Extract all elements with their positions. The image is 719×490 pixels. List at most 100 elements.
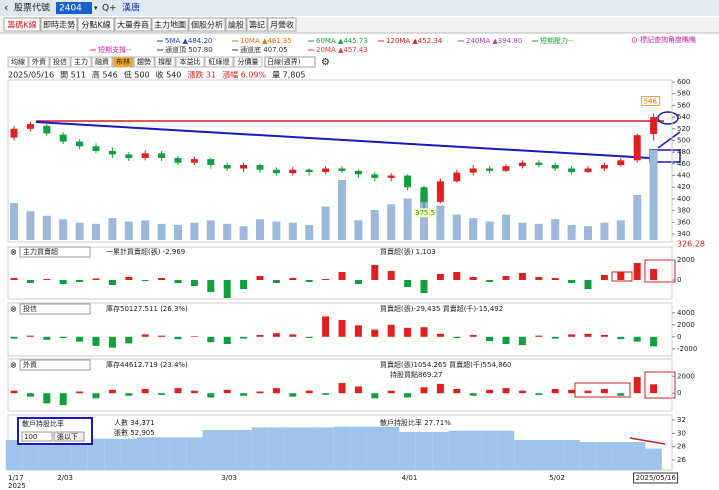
flow-bar	[10, 278, 18, 280]
candle-body	[76, 141, 84, 147]
x-tick-label: 4/01	[402, 474, 418, 482]
volume-bar	[321, 206, 330, 240]
flow-bar	[486, 389, 494, 394]
flow-bar	[371, 393, 379, 399]
candle-body	[190, 159, 198, 163]
tool-button[interactable]	[91, 56, 113, 68]
panel-title-box[interactable]	[19, 246, 91, 258]
tool-button[interactable]	[133, 56, 155, 68]
legend-label: 240MA ▲394.80	[466, 37, 522, 45]
volume-bar	[124, 221, 133, 240]
tool-label: 均線	[11, 57, 25, 66]
dropdown-icon[interactable]: ▾	[94, 4, 98, 12]
tool-button[interactable]	[112, 56, 134, 68]
y-tick-label: 0	[677, 333, 681, 341]
volume-bar	[584, 226, 592, 240]
flow-bar	[404, 280, 412, 287]
flow-bar	[158, 393, 166, 395]
tool-button[interactable]	[154, 56, 176, 68]
panel-title: 散戶持股比率	[22, 419, 64, 428]
ratio-area	[366, 426, 383, 470]
flow-bar	[633, 377, 641, 394]
panel-icon[interactable]: ⊗	[10, 361, 17, 370]
info-item: 低 500	[124, 70, 150, 80]
flow-bar	[43, 279, 51, 280]
flow-bar	[125, 336, 133, 344]
flow-bar	[600, 275, 608, 280]
tab[interactable]	[3, 17, 41, 32]
tool-label: 本益比	[180, 57, 201, 66]
flow-bar	[92, 278, 100, 280]
flow-bar	[617, 272, 625, 280]
tab[interactable]	[77, 17, 115, 32]
flow-bar	[420, 327, 428, 337]
panel-icon[interactable]: ⊗	[10, 248, 17, 257]
filter-button[interactable]	[53, 431, 85, 442]
volume-bar	[92, 223, 100, 240]
high-label: 546	[644, 98, 658, 106]
tab[interactable]	[225, 17, 247, 32]
ratio-area	[219, 430, 236, 470]
tool-button[interactable]	[7, 56, 29, 68]
flow-bar	[92, 393, 100, 399]
tab[interactable]	[188, 17, 226, 32]
info-item: 漲幅 6.09%	[222, 70, 266, 80]
marker-link[interactable]: 標記查詢角度瞧瞧	[640, 35, 696, 44]
tool-button[interactable]	[233, 56, 263, 68]
tool-button[interactable]	[175, 56, 205, 68]
back-icon[interactable]: ‹	[4, 1, 8, 14]
ratio-area	[629, 442, 646, 470]
volume-bar	[469, 218, 478, 240]
candle-body	[568, 168, 576, 173]
flow-bar	[338, 320, 346, 337]
flow-bar	[240, 393, 248, 396]
y-tick-label: 2000	[677, 321, 695, 329]
flow-bar	[26, 393, 34, 397]
y-tick-label: 380	[677, 207, 690, 215]
legend-label: 20MA ▲457.43	[316, 46, 368, 54]
tab-label: 籌碼K線	[7, 20, 36, 30]
volume-bar	[649, 150, 658, 240]
tab[interactable]	[114, 17, 152, 32]
candle-body	[551, 164, 559, 169]
tool-button[interactable]	[204, 56, 234, 68]
candle-body	[26, 124, 34, 129]
y-tick-label: 580	[677, 90, 690, 98]
candle-body	[322, 168, 330, 173]
candle-body	[141, 153, 149, 158]
ratio-area	[284, 427, 301, 470]
tab[interactable]	[246, 17, 268, 32]
tool-label: 外資	[32, 57, 46, 66]
panel-title-box[interactable]	[19, 359, 91, 371]
tool-button[interactable]	[28, 56, 50, 68]
period-select[interactable]	[264, 56, 316, 68]
search-icon[interactable]: Q+	[102, 4, 117, 14]
tool-button[interactable]	[70, 56, 92, 68]
tool-button[interactable]	[49, 56, 71, 68]
panel-title-box[interactable]	[19, 303, 91, 315]
code-input[interactable]	[56, 2, 92, 14]
flow-bar	[584, 390, 592, 394]
volume-bar	[403, 198, 412, 240]
dropdown[interactable]	[21, 431, 53, 442]
volume-bar	[387, 204, 396, 240]
tab[interactable]	[151, 17, 189, 32]
candle-body	[108, 150, 116, 155]
flow-bar	[535, 335, 543, 337]
tab-label: 月營收	[270, 20, 294, 30]
y-min-label: 326.28	[677, 240, 705, 249]
tab[interactable]	[40, 17, 78, 32]
marker-icon[interactable]: ⊙	[631, 36, 638, 45]
flow-bar	[633, 336, 641, 342]
flow-bar	[272, 388, 280, 394]
flow-bar	[469, 335, 477, 337]
settings-icon[interactable]: ⚙	[321, 57, 330, 68]
volume-bar	[174, 225, 182, 240]
ratio-area	[87, 438, 105, 470]
tab[interactable]	[267, 17, 297, 32]
volume-bar	[370, 210, 379, 240]
panel-icon[interactable]: ⊗	[10, 305, 17, 314]
code-label: 股票代號	[14, 2, 50, 14]
y-tick-label: 440	[677, 172, 690, 180]
ratio-area	[186, 437, 203, 470]
